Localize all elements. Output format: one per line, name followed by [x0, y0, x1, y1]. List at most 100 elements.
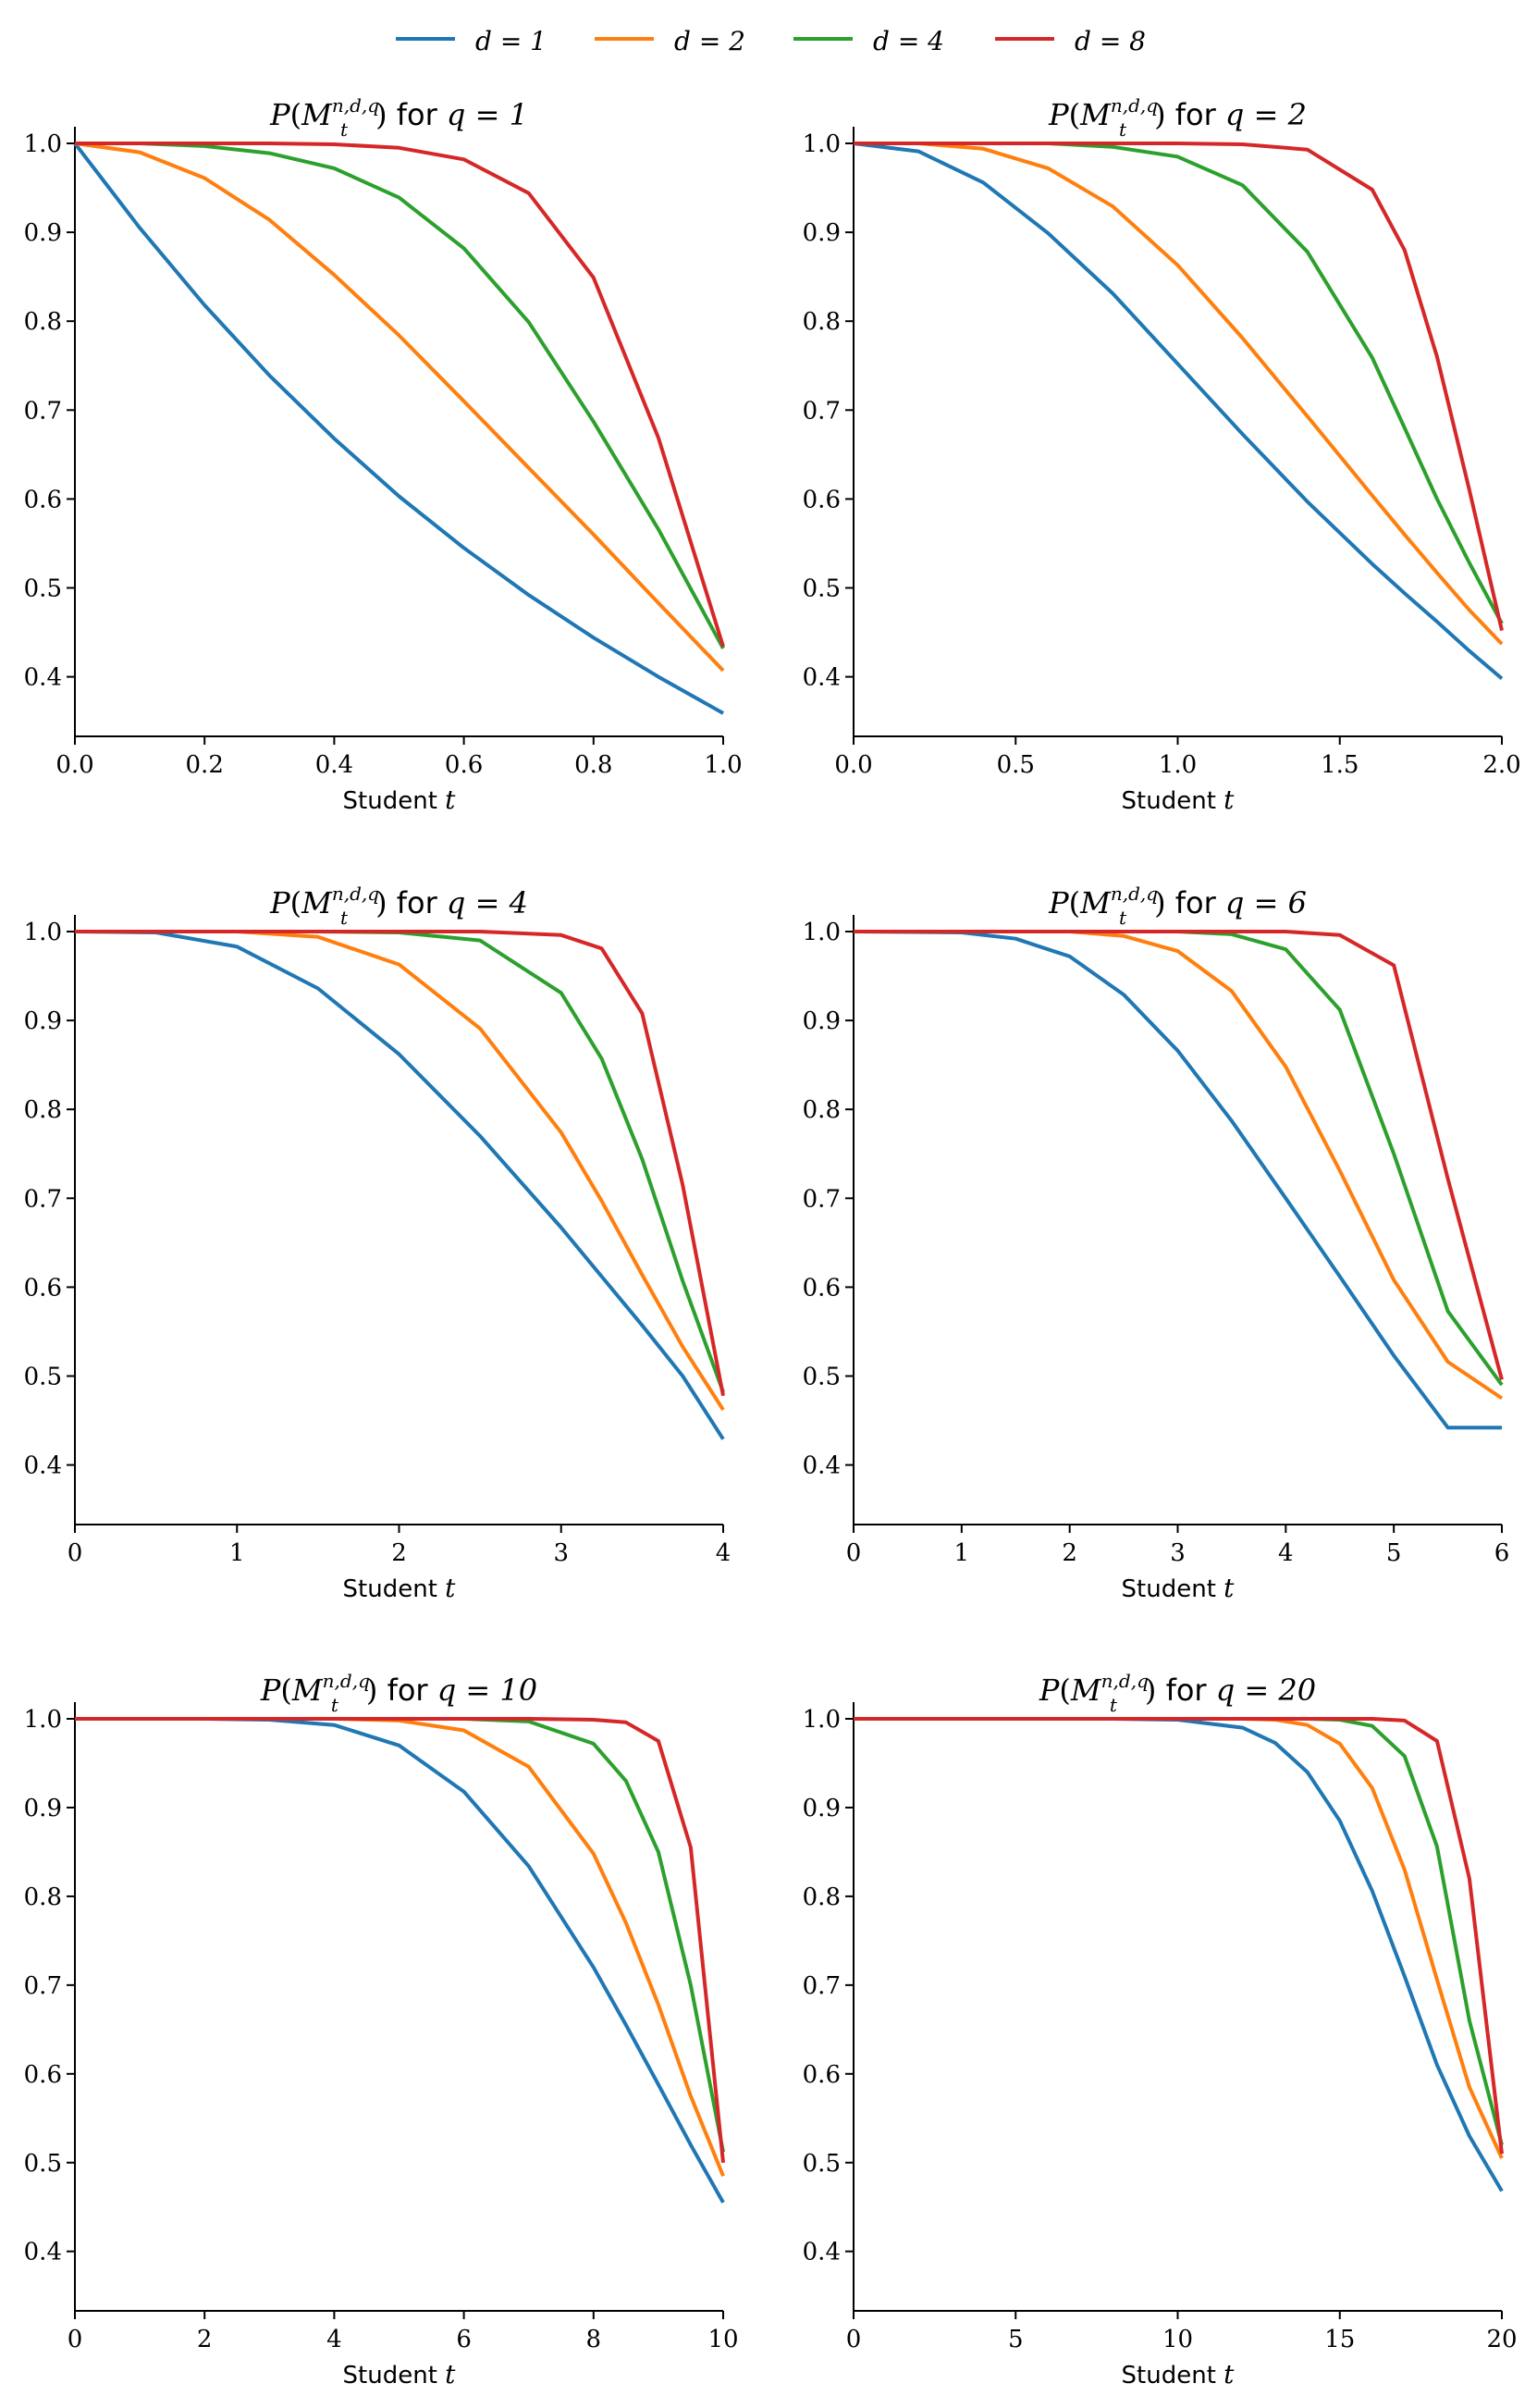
y-tick-label: 1.0 [24, 130, 62, 158]
series-line-d-1 [75, 1717, 725, 2204]
x-tick-label: 2 [391, 1539, 407, 1567]
y-tick-label: 0.5 [24, 2150, 62, 2178]
y-tick-label: 0.6 [803, 2061, 841, 2089]
x-tick-label: 0 [68, 1539, 83, 1567]
y-tick-label: 0.7 [24, 1972, 62, 2000]
panel-1: P(Mn,d,q t) for q = 1 0.4 0.5 0.6 0.7 0.8 0.9 1.… [24, 94, 743, 815]
x-tick-label: 6 [456, 2326, 472, 2353]
x-tick-label: 5 [1386, 1539, 1402, 1567]
legend-label: d = 1 [475, 26, 547, 56]
panel-6: P(Mn,d,q t) for q = 20 0.4 0.5 0.6 0.7 0.8 0.9 1… [803, 1670, 1518, 2389]
y-tick-label: 0.4 [24, 1452, 62, 1480]
y-tick-label: 0.7 [24, 397, 62, 425]
y-tick-label: 1.0 [803, 130, 841, 158]
legend-item-3: d = 4 [793, 26, 944, 56]
x-tick-label: 1.0 [704, 751, 742, 779]
y-tick-label: 0.5 [803, 1364, 841, 1391]
y-tick-label: 1.0 [24, 919, 62, 946]
y-tick-label: 0.6 [803, 1274, 841, 1302]
x-tick-label: 4 [716, 1539, 732, 1567]
panel-title: P(Mn,d,q t) for q = 6 [1048, 883, 1307, 929]
x-tick-label: 0.0 [834, 751, 872, 779]
y-tick-label: 0.9 [803, 219, 841, 247]
y-tick-label: 0.8 [803, 308, 841, 336]
y-tick-label: 0.8 [803, 1096, 841, 1124]
panel-title: P(Mn,d,q t) for q = 10 [260, 1670, 537, 1716]
x-tick-label: 0.2 [186, 751, 224, 779]
legend-label: d = 4 [873, 26, 944, 56]
x-tick-label: 20 [1486, 2326, 1517, 2353]
series-line-d-8 [75, 930, 725, 1397]
y-tick-label: 0.8 [24, 308, 62, 336]
x-axis-label: Student t [343, 2359, 457, 2389]
series-line-d-4 [75, 1717, 725, 2153]
panels: P(Mn,d,q t) for q = 1 0.4 0.5 0.6 0.7 0.8 0.9 1.… [24, 94, 1521, 2389]
x-axis-label: Student t [1122, 1573, 1236, 1603]
x-tick-label: 1.5 [1321, 751, 1359, 779]
x-tick-label: 0.0 [55, 751, 93, 779]
y-tick-label: 0.7 [803, 1185, 841, 1213]
x-tick-label: 0.4 [315, 751, 353, 779]
x-tick-label: 6 [1494, 1539, 1510, 1567]
series-line-d-4 [75, 142, 725, 649]
x-axis-label: Student t [1122, 784, 1236, 815]
y-tick-label: 0.5 [24, 1364, 62, 1391]
y-tick-label: 0.5 [24, 575, 62, 603]
panel-5: P(Mn,d,q t) for q = 10 0.4 0.5 0.6 0.7 0.8 0.9 1… [24, 1670, 739, 2389]
legend-label: d = 2 [674, 26, 745, 56]
y-tick-label: 0.4 [24, 664, 62, 692]
x-tick-label: 10 [707, 2326, 738, 2353]
x-tick-label: 4 [326, 2326, 342, 2353]
x-tick-label: 0 [846, 2326, 862, 2353]
y-tick-label: 0.9 [24, 219, 62, 247]
series-line-d-1 [853, 930, 1502, 1430]
x-tick-label: 0.5 [997, 751, 1035, 779]
x-tick-label: 1.0 [1159, 751, 1197, 779]
x-tick-label: 0 [68, 2326, 83, 2353]
x-tick-label: 10 [1162, 2326, 1193, 2353]
x-tick-label: 3 [553, 1539, 569, 1567]
x-axis-label: Student t [1122, 2359, 1236, 2389]
series-line-d-4 [854, 142, 1504, 624]
series-line-d-8 [75, 142, 725, 648]
series-line-d-8 [854, 930, 1504, 1380]
series-line-d-1 [74, 930, 725, 1440]
x-tick-label: 0.6 [445, 751, 483, 779]
x-tick-label: 4 [1278, 1539, 1294, 1567]
series-line-d-2 [75, 1717, 725, 2177]
x-tick-label: 1 [954, 1539, 970, 1567]
series-line-d-8 [75, 1717, 725, 2164]
y-tick-label: 1.0 [24, 1706, 62, 1734]
series-line-d-8 [854, 1717, 1504, 2155]
x-tick-label: 5 [1008, 2326, 1024, 2353]
y-tick-label: 0.4 [803, 1452, 841, 1480]
panel-title: P(Mn,d,q t) for q = 2 [1048, 94, 1307, 141]
y-tick-label: 0.9 [803, 1795, 841, 1822]
y-tick-label: 0.9 [24, 1795, 62, 1822]
legend: d = 1 d = 2 d = 4 d = 8 [396, 26, 1146, 56]
series-line-d-2 [854, 1717, 1504, 2159]
y-tick-label: 0.5 [803, 2150, 841, 2178]
x-tick-label: 0.8 [574, 751, 612, 779]
y-tick-label: 0.8 [803, 1883, 841, 1911]
series-line-d-1 [853, 142, 1504, 681]
y-tick-label: 0.4 [803, 2239, 841, 2266]
series-line-d-4 [854, 930, 1504, 1387]
series-line-d-4 [75, 930, 725, 1393]
legend-item-4: d = 8 [995, 26, 1146, 56]
x-axis-label: Student t [343, 1573, 457, 1603]
y-tick-label: 0.7 [803, 397, 841, 425]
y-tick-label: 0.8 [24, 1883, 62, 1911]
series-line-d-2 [854, 142, 1504, 646]
y-tick-label: 0.9 [803, 1007, 841, 1035]
y-tick-label: 0.6 [803, 486, 841, 513]
panel-title: P(Mn,d,q t) for q = 1 [269, 94, 528, 141]
y-tick-label: 0.4 [803, 664, 841, 692]
legend-label: d = 8 [1075, 26, 1146, 56]
series-line-d-1 [854, 1717, 1504, 2192]
y-tick-label: 0.6 [24, 486, 62, 513]
y-tick-label: 1.0 [803, 1706, 841, 1734]
x-tick-label: 2.0 [1482, 751, 1520, 779]
series-line-d-2 [74, 142, 725, 673]
